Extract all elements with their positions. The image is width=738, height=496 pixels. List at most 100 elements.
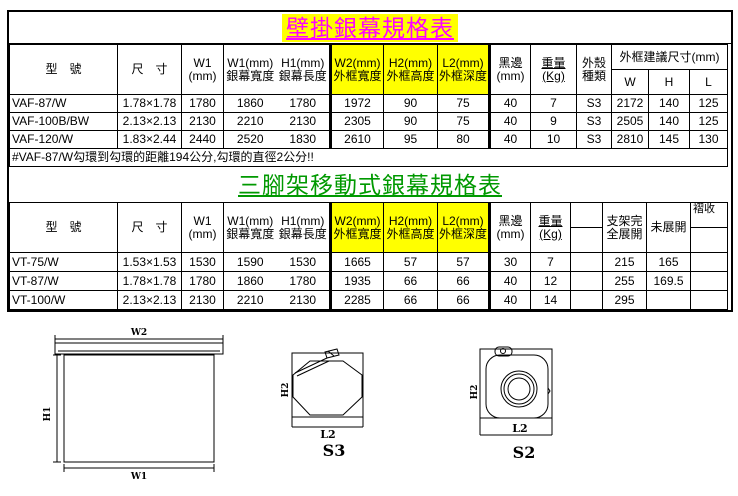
cell-weight: 12 — [530, 271, 571, 291]
header-black-edge: 黑邊 (mm) — [489, 44, 531, 95]
cell-weight: 7 — [530, 252, 571, 272]
s2-case-notch — [547, 387, 551, 395]
wall-header-row-1: 型 號 尺 寸 W1 (mm) W1(mm) 銀幕寬度 H1(mm) 銀幕長度 … — [9, 44, 729, 95]
header-blank — [570, 227, 603, 253]
cell-model: VT-75/W — [9, 252, 118, 272]
cell-screen-width: 1860 — [223, 271, 277, 291]
cell-suggest-l: 125 — [688, 112, 729, 131]
cell-weight: 7 — [530, 94, 577, 113]
s3-mount-bracket — [324, 348, 340, 359]
cell-weight: 9 — [530, 112, 577, 131]
header-w1: W1 (mm) — [181, 44, 224, 95]
cell-frame-depth: 80 — [437, 130, 491, 149]
s2-hanger-hole — [500, 348, 506, 354]
tripod-table-title: 三腳架移動式銀幕規格表 — [238, 171, 502, 198]
cell-w1: 1530 — [181, 252, 224, 272]
cell-frame-width: 1972 — [329, 94, 384, 113]
s2-roller-outer — [500, 370, 538, 408]
screen-surface — [63, 354, 215, 463]
header-not-open: 未展開 — [646, 202, 691, 253]
wall-table-title: 壁掛銀幕規格表 — [282, 13, 458, 42]
header-frame-height: H2(mm) 外框高度 — [383, 202, 438, 253]
header-suggest-w: W — [611, 69, 649, 95]
hook-distance-note: #VAF-87/W勾環到勾環的距離194公分,勾環的直徑2公分!! — [8, 148, 729, 167]
cell-frame-height: 66 — [383, 271, 438, 291]
cell-screen-length: 1780 — [276, 271, 331, 291]
header-black-edge: 黑邊 (mm) — [489, 202, 531, 253]
cell-model: VAF-120/W — [9, 130, 118, 149]
cell-black-edge: 40 — [489, 130, 531, 149]
table-row: VAF-100B/BW 2.13×2.13 2130 2210 2130 230… — [9, 112, 729, 131]
cell-not-open: 169.5 — [646, 271, 691, 291]
cell-fold — [690, 271, 728, 291]
table-row: VT-100/W 2.13×2.13 2130 2210 2130 2285 6… — [9, 290, 728, 310]
header-blank — [570, 202, 603, 228]
cell-size: 1.53×1.53 — [117, 252, 182, 272]
cell-screen-width: 1590 — [223, 252, 277, 272]
cell-black-edge: 40 — [489, 112, 531, 131]
header-screen-width: W1(mm) 銀幕寬度 — [223, 44, 277, 95]
cell-black-edge: 30 — [489, 252, 531, 272]
cell-frame-height: 57 — [383, 252, 438, 272]
cell-screen-length: 2130 — [276, 290, 331, 310]
header-case-type: 外殼 種類 — [576, 44, 612, 95]
table-row: VT-87/W 1.78×1.78 1780 1860 1780 1935 66… — [9, 271, 728, 291]
cell-size: 2.13×2.13 — [117, 112, 182, 131]
dim-label-l2: L2 — [320, 428, 335, 441]
cell-frame-depth: 57 — [437, 252, 491, 272]
wall-note-row: #VAF-87/W勾環到勾環的距離194公分,勾環的直徑2公分!! — [8, 148, 729, 167]
cell-frame-height: 95 — [383, 130, 438, 149]
cell-case-type: S3 — [576, 112, 612, 131]
dim-label-h2: H2 — [281, 383, 291, 398]
cell-frame-height: 90 — [383, 94, 438, 113]
cell-black-edge: 40 — [489, 271, 531, 291]
cell-stand-full: 255 — [602, 271, 647, 291]
cell-suggest-h: 140 — [648, 112, 690, 131]
cell-stand-full: 215 — [602, 252, 647, 272]
cell-size: 2.13×2.13 — [117, 290, 182, 310]
dim-label-h2: H2 — [470, 385, 480, 400]
cell-suggest-l: 130 — [688, 130, 729, 149]
table-row: VAF-120/W 1.83×2.44 2440 2520 1830 2610 … — [9, 130, 729, 149]
header-frame-height: H2(mm) 外框高度 — [383, 44, 438, 95]
s3-bracket-hatch — [327, 350, 335, 357]
cell-frame-depth: 66 — [437, 271, 491, 291]
cell-weight: 14 — [530, 290, 571, 310]
header-fold-blank — [690, 227, 728, 253]
cell-fold — [690, 290, 728, 310]
tripod-header-row-1: 型 號 尺 寸 W1 (mm) W1(mm) 銀幕寬度 H1(mm) 銀幕長度 … — [9, 202, 728, 253]
header-model: 型 號 — [9, 44, 118, 95]
tripod-screen-spec-table: 型 號 尺 寸 W1 (mm) W1(mm) 銀幕寬度 H1(mm) 銀幕長度 … — [9, 202, 728, 310]
header-size: 尺 寸 — [117, 44, 182, 95]
table-row: VT-75/W 1.53×1.53 1530 1590 1530 1665 57… — [9, 252, 728, 272]
tripod-header-row-2 — [10, 227, 728, 253]
table-row: VAF-87/W 1.78×1.78 1780 1860 1780 1972 9… — [9, 94, 729, 113]
dim-label-h1: H1 — [43, 407, 53, 422]
header-frame-depth: L2(mm) 外框深度 — [437, 44, 491, 95]
header-stand-full: 支架完 全展開 — [602, 202, 647, 253]
technical-diagrams: W2 H1 W1 H2 L2 S3 — [43, 328, 553, 482]
s2-roller-inner — [507, 377, 531, 401]
header-frame-suggest: 外框建議尺寸(mm) — [610, 44, 729, 70]
cell-frame-depth: 66 — [437, 290, 491, 310]
tripod-table-title-row: 三腳架移動式銀幕規格表 — [9, 167, 731, 202]
wall-table-title-row: 壁掛銀幕規格表 — [9, 12, 731, 44]
dim-label-w2: W2 — [130, 328, 147, 338]
cell-size: 1.78×1.78 — [117, 271, 182, 291]
cell-w1: 1780 — [181, 271, 224, 291]
cell-size: 1.78×1.78 — [117, 94, 182, 113]
header-weight: 重量(Kg) — [530, 44, 577, 95]
cell-frame-width: 1935 — [329, 271, 384, 291]
s2-dimension-box — [479, 348, 553, 419]
s2-rounded-case — [485, 354, 549, 419]
cell-frame-depth: 75 — [437, 112, 491, 131]
header-frame-width: W2(mm) 外框寬度 — [329, 44, 384, 95]
wall-screen-spec-table: 型 號 尺 寸 W1 (mm) W1(mm) 銀幕寬度 H1(mm) 銀幕長度 … — [8, 44, 729, 167]
cell-suggest-w: 2505 — [611, 112, 649, 131]
cell-frame-width: 2610 — [329, 130, 384, 149]
cell-model: VT-87/W — [9, 271, 118, 291]
cell-suggest-w: 2172 — [611, 94, 649, 113]
cell-not-open: 165 — [646, 252, 691, 272]
s3-dimension-box — [291, 352, 364, 418]
cell-frame-depth: 75 — [437, 94, 491, 113]
